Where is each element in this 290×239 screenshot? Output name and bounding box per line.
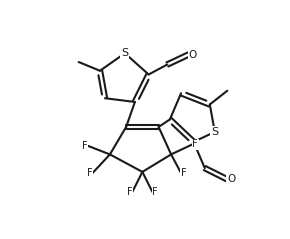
Text: S: S [121, 48, 128, 58]
Text: F: F [82, 141, 88, 151]
Text: F: F [152, 187, 158, 197]
Text: F: F [127, 187, 133, 197]
Text: O: O [227, 174, 235, 184]
Text: O: O [188, 49, 197, 60]
Text: F: F [192, 139, 198, 149]
Text: S: S [211, 127, 218, 137]
Text: F: F [181, 168, 187, 178]
Text: F: F [87, 168, 93, 178]
